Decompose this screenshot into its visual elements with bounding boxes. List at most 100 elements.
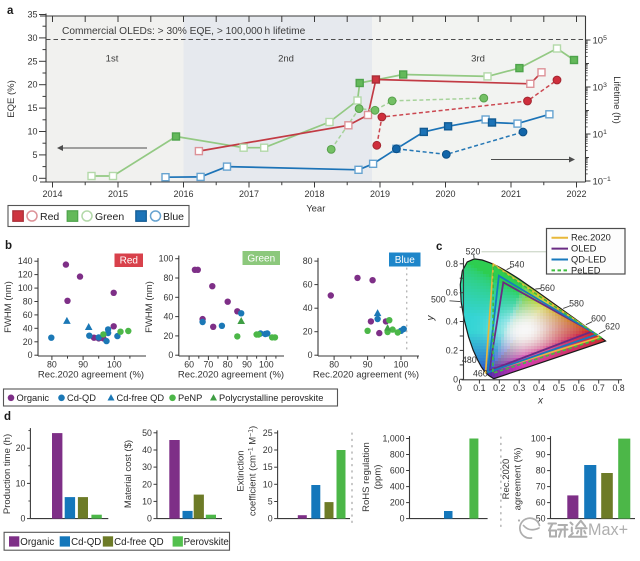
svg-text:90: 90	[78, 359, 88, 369]
svg-text:90: 90	[242, 359, 252, 369]
svg-text:460: 460	[473, 369, 488, 379]
svg-text:0: 0	[308, 350, 313, 360]
svg-text:0: 0	[268, 514, 273, 524]
svg-text:FWHM (nm): FWHM (nm)	[3, 281, 14, 333]
svg-text:60: 60	[184, 359, 194, 369]
svg-text:Cd-QD: Cd-QD	[71, 537, 101, 548]
svg-text:Polycrystalline perovskite: Polycrystalline perovskite	[219, 393, 323, 403]
svg-text:10−1: 10−1	[593, 176, 612, 188]
svg-text:Cd-free QD: Cd-free QD	[117, 393, 165, 403]
svg-text:70: 70	[536, 482, 546, 492]
svg-text:Extinction: Extinction	[236, 450, 247, 491]
svg-text:Rec.2020: Rec.2020	[501, 459, 512, 500]
svg-text:(ppm): (ppm)	[373, 465, 384, 490]
svg-text:20: 20	[303, 327, 313, 337]
svg-text:400: 400	[390, 482, 405, 492]
svg-text:2014: 2014	[42, 189, 62, 199]
svg-text:Rec.2020: Rec.2020	[571, 233, 611, 243]
svg-text:20: 20	[27, 80, 37, 90]
svg-text:15: 15	[263, 462, 273, 472]
svg-text:0: 0	[168, 350, 173, 360]
svg-text:90: 90	[363, 359, 373, 369]
svg-text:103: 103	[593, 82, 608, 94]
svg-text:0.7: 0.7	[593, 383, 605, 393]
svg-text:30: 30	[27, 33, 37, 43]
svg-text:Material cost ($): Material cost ($)	[123, 440, 134, 508]
svg-text:0: 0	[20, 514, 25, 524]
svg-text:Green: Green	[95, 211, 124, 223]
svg-text:Rec.2020 agreement (%): Rec.2020 agreement (%)	[38, 370, 144, 381]
svg-text:Red: Red	[120, 256, 138, 267]
svg-text:520: 520	[466, 247, 481, 257]
svg-text:Max+: Max+	[588, 521, 628, 539]
svg-text:Green: Green	[247, 254, 275, 265]
svg-text:2020: 2020	[435, 189, 455, 199]
svg-text:0.1: 0.1	[473, 383, 485, 393]
svg-text:30: 30	[142, 462, 152, 472]
svg-text:Red: Red	[40, 211, 59, 223]
svg-text:Cd-free QD: Cd-free QD	[114, 537, 164, 548]
svg-text:0.8: 0.8	[612, 383, 624, 393]
svg-text:500: 500	[431, 295, 446, 305]
svg-text:5: 5	[32, 150, 37, 160]
svg-text:10: 10	[27, 127, 37, 137]
svg-text:100: 100	[18, 283, 33, 293]
svg-text:800: 800	[390, 450, 405, 460]
svg-text:Lifetime (h): Lifetime (h)	[611, 76, 622, 124]
svg-text:2nd: 2nd	[278, 54, 294, 65]
svg-text:5: 5	[268, 497, 273, 507]
svg-text:Commercial OLEDs: > 30% EQE, >: Commercial OLEDs: > 30% EQE, > 100,000 h…	[62, 26, 306, 37]
svg-text:40: 40	[142, 445, 152, 455]
svg-text:0.6: 0.6	[573, 383, 585, 393]
svg-text:25: 25	[27, 56, 37, 66]
svg-text:15: 15	[27, 103, 37, 113]
svg-text:0.8: 0.8	[446, 259, 458, 269]
svg-text:100: 100	[394, 359, 409, 369]
svg-text:20: 20	[142, 479, 152, 489]
svg-text:35: 35	[27, 10, 37, 20]
svg-text:2016: 2016	[173, 189, 193, 199]
svg-text:80: 80	[47, 359, 57, 369]
svg-text:20: 20	[23, 337, 33, 347]
svg-text:80: 80	[329, 359, 339, 369]
svg-text:20: 20	[16, 443, 26, 453]
svg-text:PeNP: PeNP	[178, 393, 202, 403]
svg-text:80: 80	[23, 297, 33, 307]
svg-text:RoHS regulation: RoHS regulation	[361, 442, 372, 512]
svg-text:PeLED: PeLED	[571, 265, 601, 275]
svg-text:100: 100	[159, 254, 174, 264]
svg-text:10: 10	[16, 478, 26, 488]
svg-text:0.5: 0.5	[553, 383, 565, 393]
svg-text:90: 90	[536, 450, 546, 460]
svg-text:80: 80	[223, 359, 233, 369]
svg-text:60: 60	[303, 280, 313, 290]
svg-text:40: 40	[164, 312, 174, 322]
svg-text:80: 80	[164, 273, 174, 283]
svg-text:Rec.2020 agreement (%): Rec.2020 agreement (%)	[178, 370, 284, 381]
svg-text:600: 600	[591, 314, 606, 324]
svg-text:200: 200	[390, 498, 405, 508]
svg-text:Blue: Blue	[395, 255, 415, 266]
svg-text:580: 580	[569, 299, 584, 309]
svg-text:60: 60	[23, 310, 33, 320]
svg-text:Year: Year	[306, 204, 325, 215]
svg-text:620: 620	[605, 322, 620, 332]
svg-text:0: 0	[457, 383, 462, 393]
svg-text:Cd-QD: Cd-QD	[67, 393, 96, 403]
svg-text:600: 600	[390, 466, 405, 476]
svg-text:560: 560	[540, 283, 555, 293]
svg-text:140: 140	[18, 256, 33, 266]
svg-text:x: x	[537, 396, 544, 407]
svg-text:40: 40	[23, 323, 33, 333]
svg-text:Production time (h): Production time (h)	[2, 434, 13, 514]
svg-text:2015: 2015	[108, 189, 128, 199]
svg-text:10: 10	[142, 496, 152, 506]
svg-text:FWHM (nm): FWHM (nm)	[144, 281, 155, 333]
svg-text:0: 0	[28, 350, 33, 360]
svg-text:1,000: 1,000	[382, 434, 404, 444]
svg-text:Organic: Organic	[20, 537, 54, 548]
svg-text:120: 120	[18, 270, 33, 280]
svg-text:Organic: Organic	[17, 393, 50, 403]
svg-text:50: 50	[536, 514, 546, 524]
svg-text:0.2: 0.2	[446, 345, 458, 355]
